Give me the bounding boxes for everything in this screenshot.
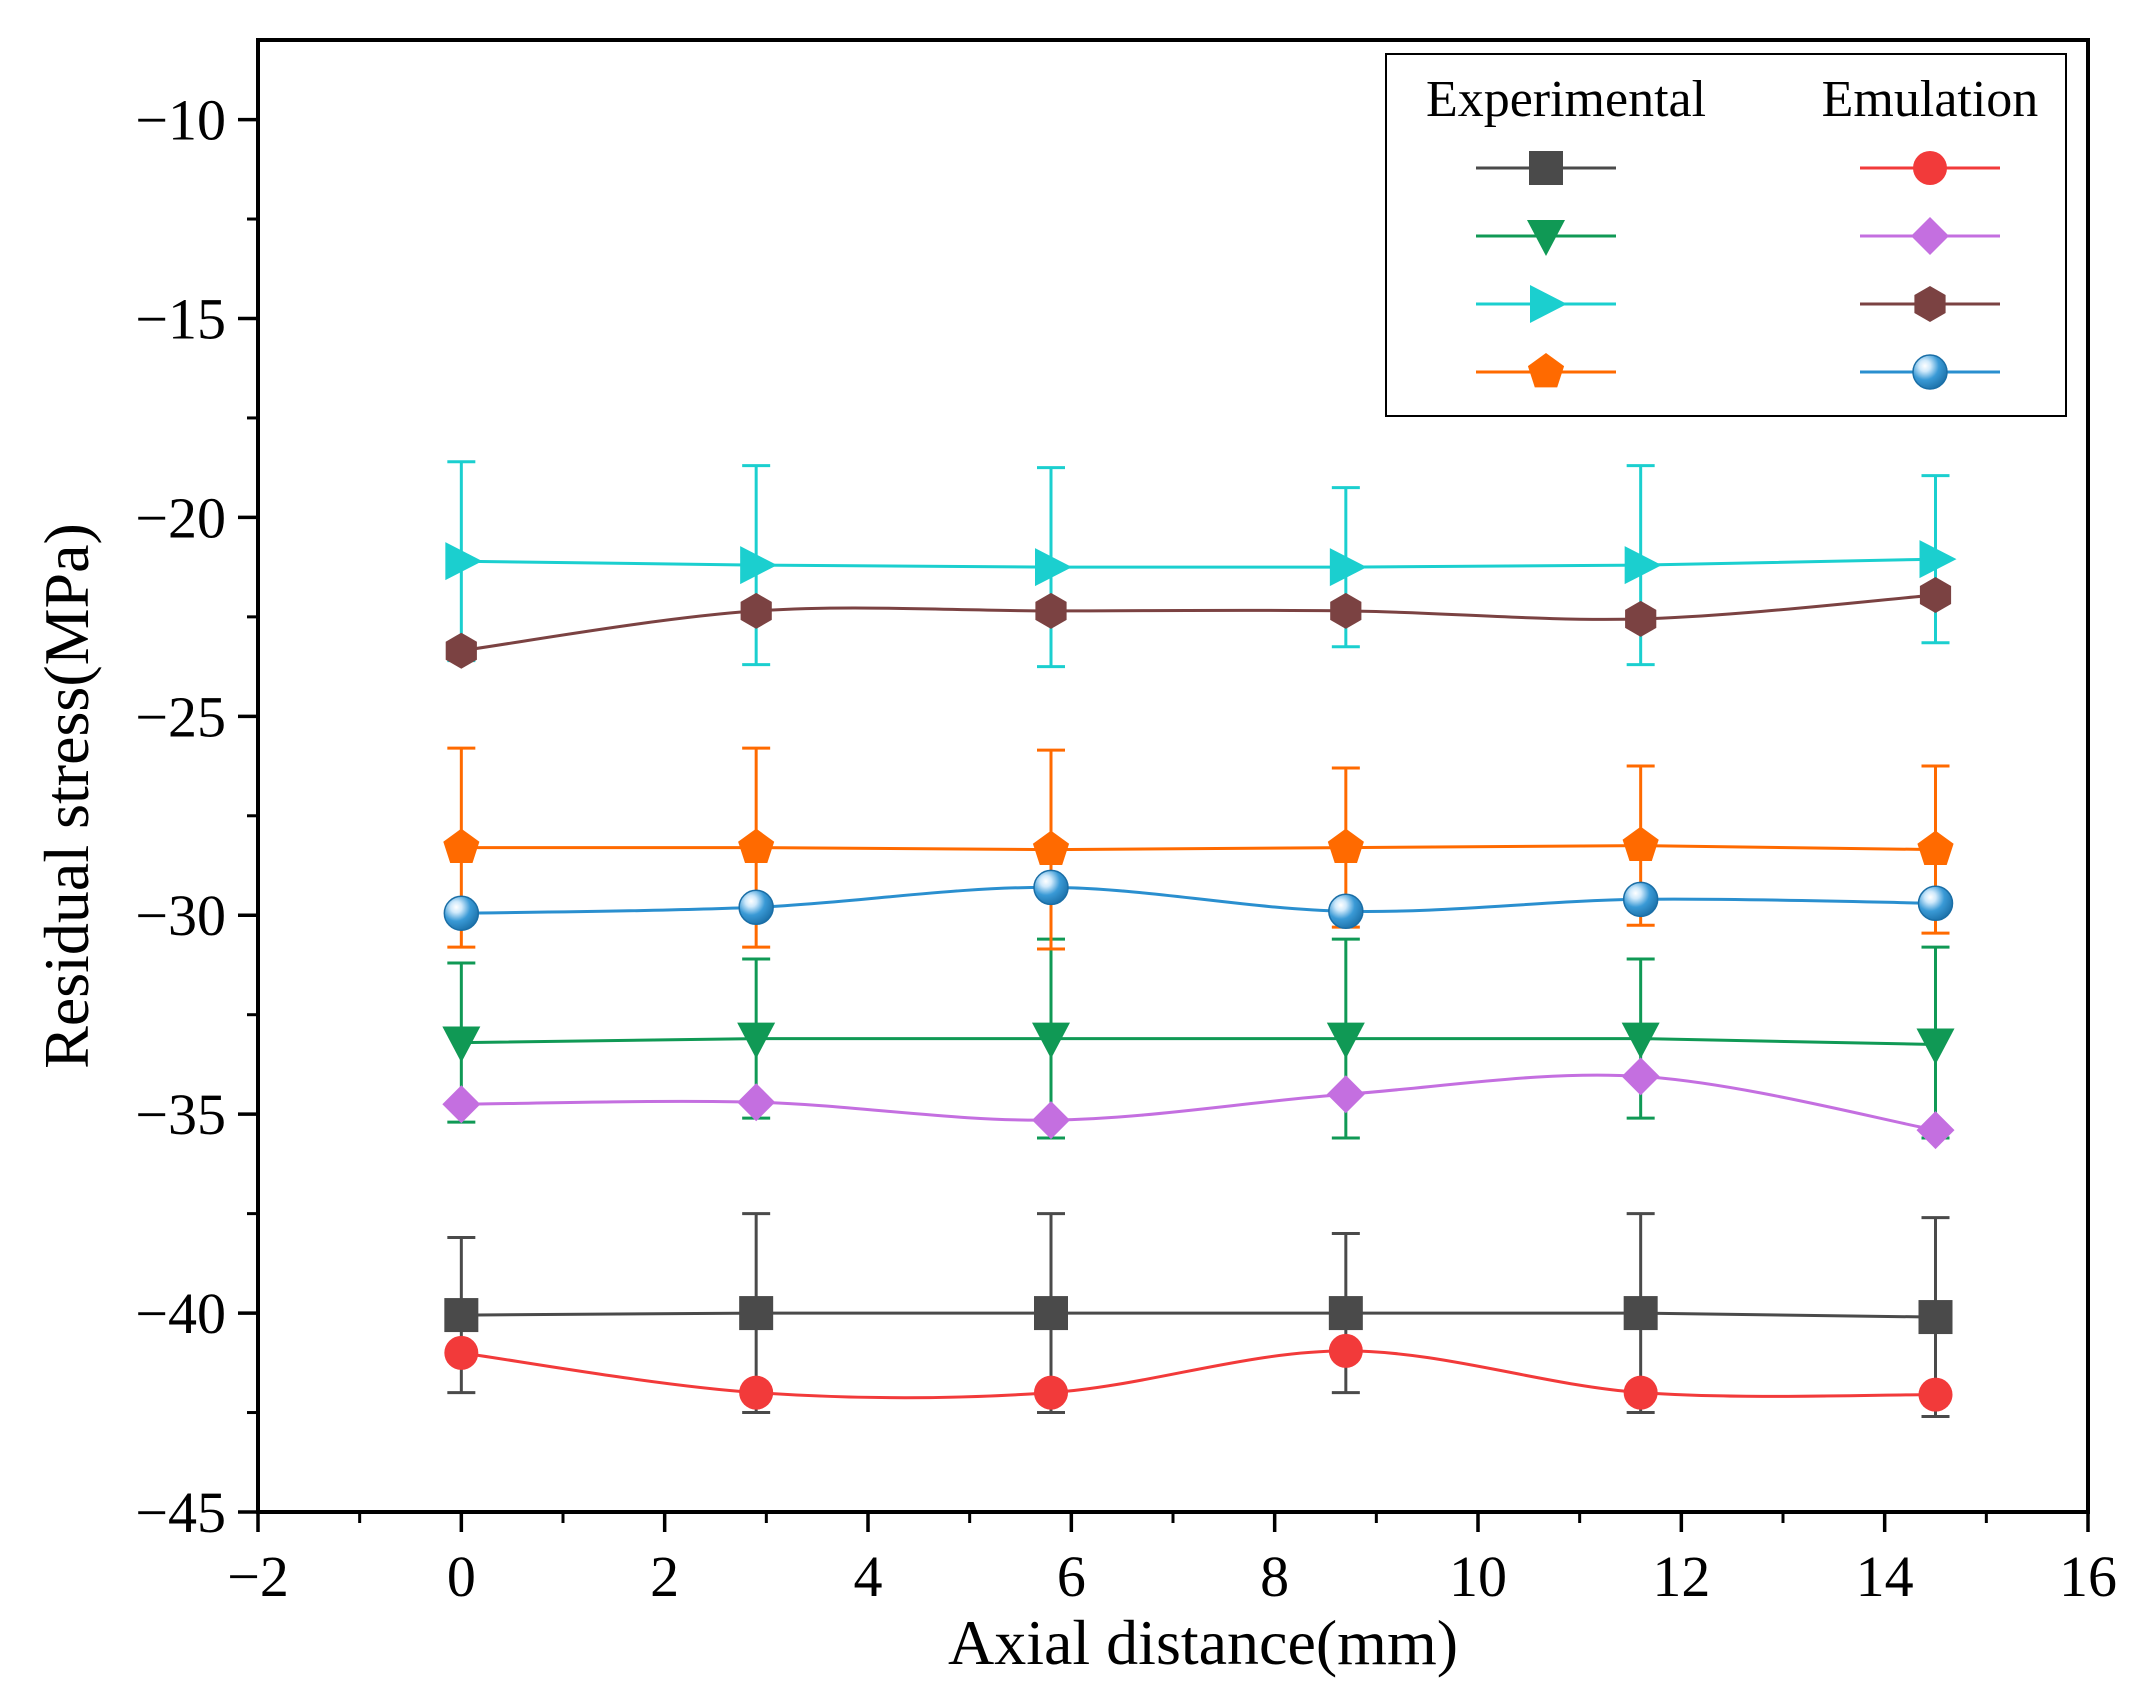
experimental-2-line: [461, 1037, 1936, 1046]
experimental-2-point: [442, 1026, 481, 1063]
y-axis-title: Residual stress(MPa): [31, 523, 102, 1069]
x-tick-label: 14: [1856, 1544, 1914, 1609]
legend-marker-emulation-1: [1913, 151, 1947, 185]
emulation-2-point: [1326, 1075, 1365, 1114]
series-lines: [461, 557, 1936, 1400]
experimental-3-line: [461, 557, 1936, 569]
x-tick-label: 10: [1449, 1544, 1507, 1609]
axes: −2 0 2 4 6 8 10 12 14 16−10−15−20−25−30−35−40−45A…: [31, 38, 2117, 1678]
emulation-4-point: [1328, 893, 1364, 930]
experimental-4-point: [738, 828, 775, 863]
legend-marker-experimental-4: [1527, 353, 1565, 388]
y-tick-label: −40: [135, 1281, 226, 1346]
x-tick-label: −2: [227, 1544, 289, 1609]
emulation-2-line: [461, 1073, 1936, 1132]
emulation-4-point: [1033, 869, 1069, 906]
emulation-2-point: [737, 1083, 776, 1122]
emulation-4-point: [443, 895, 480, 932]
legend-header-emulation: Emulation: [1822, 71, 2039, 128]
error-bars: [447, 460, 1950, 1419]
emulation-2-point: [1916, 1111, 1955, 1150]
experimental-3-point: [1329, 548, 1367, 587]
y-tick-label: −35: [135, 1082, 226, 1147]
legend: Experimental Emulation: [1385, 53, 2067, 417]
experimental-2-point: [1326, 1022, 1365, 1059]
experimental-2-point: [737, 1022, 776, 1059]
experimental-1-point: [1034, 1296, 1068, 1331]
experimental-2-point: [1032, 1022, 1070, 1059]
emulation-1-point: [1034, 1375, 1068, 1410]
experimental-4-line: [461, 844, 1936, 852]
legend-marker-emulation-4: [1912, 354, 1948, 390]
emulation-2-point: [1032, 1101, 1070, 1140]
emulation-1-point: [1918, 1377, 1953, 1412]
emulation-3-point: [1330, 592, 1362, 629]
experimental-4-point: [1917, 830, 1954, 865]
legend-marker-experimental-1: [1529, 151, 1563, 185]
emulation-1-point: [1623, 1375, 1658, 1410]
legend-marker-emulation-3: [1914, 286, 1946, 322]
experimental-3-point: [445, 542, 483, 581]
experimental-4-point: [443, 828, 480, 863]
y-tick-label: −45: [135, 1480, 226, 1545]
experimental-1-point: [444, 1298, 479, 1333]
emulation-2-point: [1621, 1057, 1660, 1096]
experimental-2-point: [1916, 1028, 1955, 1065]
emulation-1-point: [739, 1375, 774, 1410]
experimental-4-point: [1327, 828, 1364, 863]
legend-marker-experimental-2: [1527, 220, 1565, 256]
emulation-4-point: [1917, 885, 1954, 922]
x-tick-label: 6: [1057, 1544, 1086, 1609]
experimental-1-line: [461, 1311, 1936, 1319]
experimental-2-point: [1621, 1022, 1660, 1059]
emulation-3-point: [1919, 577, 1952, 613]
y-tick-label: −30: [135, 883, 226, 948]
emulation-3-point: [445, 632, 477, 669]
emulation-3-point: [1035, 592, 1067, 629]
x-tick-label: 12: [1652, 1544, 1710, 1609]
experimental-4-point: [1032, 830, 1070, 865]
experimental-3-point: [1035, 548, 1072, 587]
y-tick-label: −15: [135, 286, 226, 351]
y-tick-label: −10: [135, 88, 226, 153]
x-tick-label: 8: [1260, 1544, 1289, 1609]
legend-marker-emulation-2: [1911, 217, 1949, 255]
experimental-3-point: [740, 546, 778, 585]
experimental-1-point: [1328, 1296, 1363, 1331]
emulation-1-point: [1328, 1333, 1363, 1368]
emulation-2-point: [442, 1085, 481, 1124]
x-tick-label: 2: [650, 1544, 679, 1609]
experimental-1-point: [1918, 1300, 1953, 1335]
y-tick-label: −25: [135, 684, 226, 749]
experimental-3-point: [1624, 546, 1662, 585]
x-tick-label: 4: [854, 1544, 883, 1609]
data-points: [442, 540, 1957, 1412]
y-tick-label: −20: [135, 485, 226, 550]
emulation-1-line: [461, 1349, 1936, 1400]
experimental-1-point: [1623, 1296, 1658, 1331]
experimental-1-point: [739, 1296, 774, 1331]
x-tick-label: 16: [2059, 1544, 2117, 1609]
legend-marker-experimental-3: [1530, 285, 1567, 323]
experimental-3-point: [1919, 540, 1957, 579]
x-tick-label: 0: [447, 1544, 476, 1609]
emulation-4-line: [461, 885, 1936, 915]
legend-header-experimental: Experimental: [1426, 71, 1706, 128]
emulation-1-point: [444, 1335, 479, 1370]
emulation-4-point: [1622, 881, 1659, 918]
experimental-4-point: [1622, 826, 1659, 861]
emulation-3-line: [461, 593, 1936, 653]
emulation-3-point: [1625, 600, 1657, 637]
x-axis-title: Axial distance(mm): [948, 1607, 1458, 1678]
emulation-3-point: [740, 592, 772, 629]
emulation-4-point: [738, 889, 774, 926]
